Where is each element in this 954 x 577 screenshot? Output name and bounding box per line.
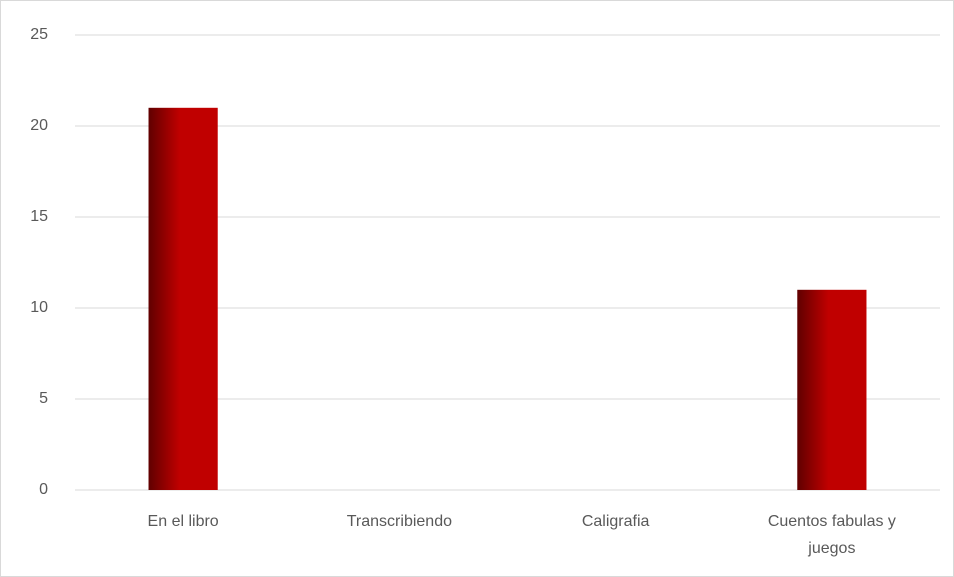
bar: [797, 289, 867, 490]
y-tick-label: 20: [30, 117, 48, 134]
x-tick-label: Transcribiendo: [346, 513, 452, 530]
y-tick-label: 25: [30, 26, 48, 43]
y-tick-label: 0: [39, 481, 48, 498]
x-tick-label: Caligrafia: [581, 513, 650, 530]
y-tick-label: 10: [30, 299, 48, 316]
y-tick-label: 15: [30, 208, 48, 225]
x-tick-label: Cuentos fabulas y juegos: [767, 513, 896, 557]
y-tick-label: 5: [39, 390, 48, 407]
x-tick-label: En el libro: [147, 513, 219, 530]
bar: [148, 107, 218, 491]
